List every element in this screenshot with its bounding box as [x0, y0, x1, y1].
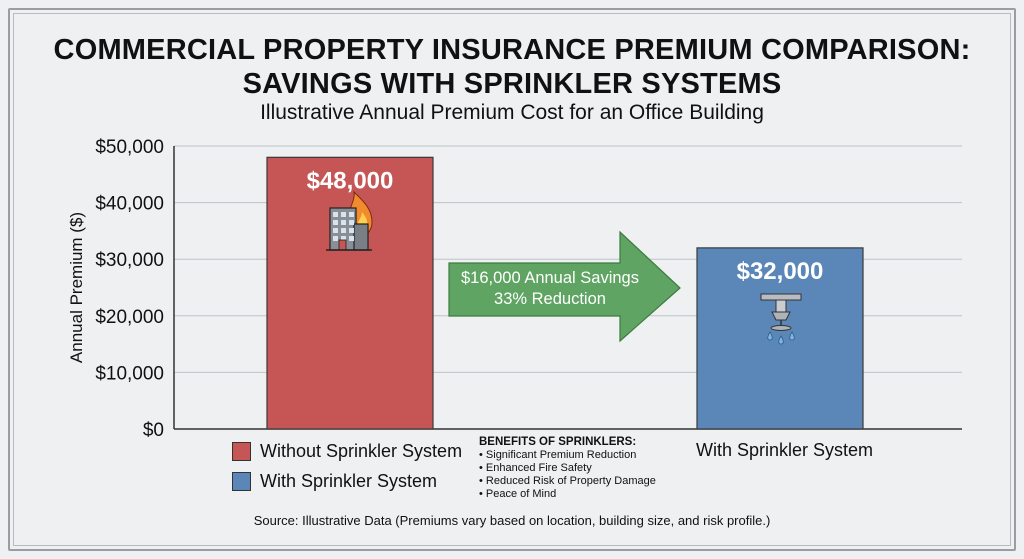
- burning-building-icon: [326, 190, 373, 251]
- y-tick-label: $0: [143, 420, 164, 441]
- y-tick-label: $10,000: [95, 363, 164, 384]
- source-note: Source: Illustrative Data (Premiums vary…: [253, 513, 771, 528]
- sprinkler-head-icon: [760, 293, 802, 345]
- benefit-item: • Peace of Mind: [479, 488, 557, 500]
- category-label-with-sprinkler: With Sprinkler System: [696, 440, 874, 460]
- benefit-item: • Significant Premium Reduction: [479, 449, 637, 461]
- legend-label-without: Without Sprinkler System: [260, 441, 463, 461]
- benefits-heading: BENEFITS OF SPRINKLERS:: [479, 436, 637, 448]
- chart-title-line1: COMMERCIAL PROPERTY INSURANCE PREMIUM CO…: [53, 34, 971, 66]
- benefit-item: • Reduced Risk of Property Damage: [479, 475, 656, 487]
- legend-label-with: With Sprinkler System: [260, 471, 438, 491]
- chart-subtitle: Illustrative Annual Premium Cost for an …: [260, 101, 764, 124]
- inner-frame: [13, 13, 1011, 546]
- y-axis-label: Annual Premium ($): [67, 212, 86, 363]
- bar: [266, 156, 434, 430]
- data-label: $32,000: [737, 258, 824, 285]
- savings-annotation-line2: 33% Reduction: [494, 290, 606, 308]
- y-tick-label: $40,000: [95, 194, 164, 215]
- chart-title-line2: SAVINGS WITH SPRINKLER SYSTEMS: [242, 68, 782, 100]
- savings-arrow: [448, 230, 681, 343]
- y-tick-label: $30,000: [95, 250, 164, 271]
- y-tick-label: $50,000: [95, 137, 164, 158]
- legend-swatch-with: [232, 472, 251, 491]
- legend-swatch-without: [232, 442, 251, 461]
- benefit-item: • Enhanced Fire Safety: [479, 462, 592, 474]
- benefits-box: BENEFITS OF SPRINKLERS: • Significant Pr…: [479, 436, 656, 501]
- y-tick-label: $20,000: [95, 307, 164, 328]
- data-label: $48,000: [307, 167, 394, 194]
- legend-item-with: With Sprinkler System: [232, 471, 437, 492]
- outer-frame: [8, 8, 1016, 551]
- savings-annotation-line1: $16,000 Annual Savings: [461, 269, 639, 287]
- legend-item-without: Without Sprinkler System: [232, 441, 462, 462]
